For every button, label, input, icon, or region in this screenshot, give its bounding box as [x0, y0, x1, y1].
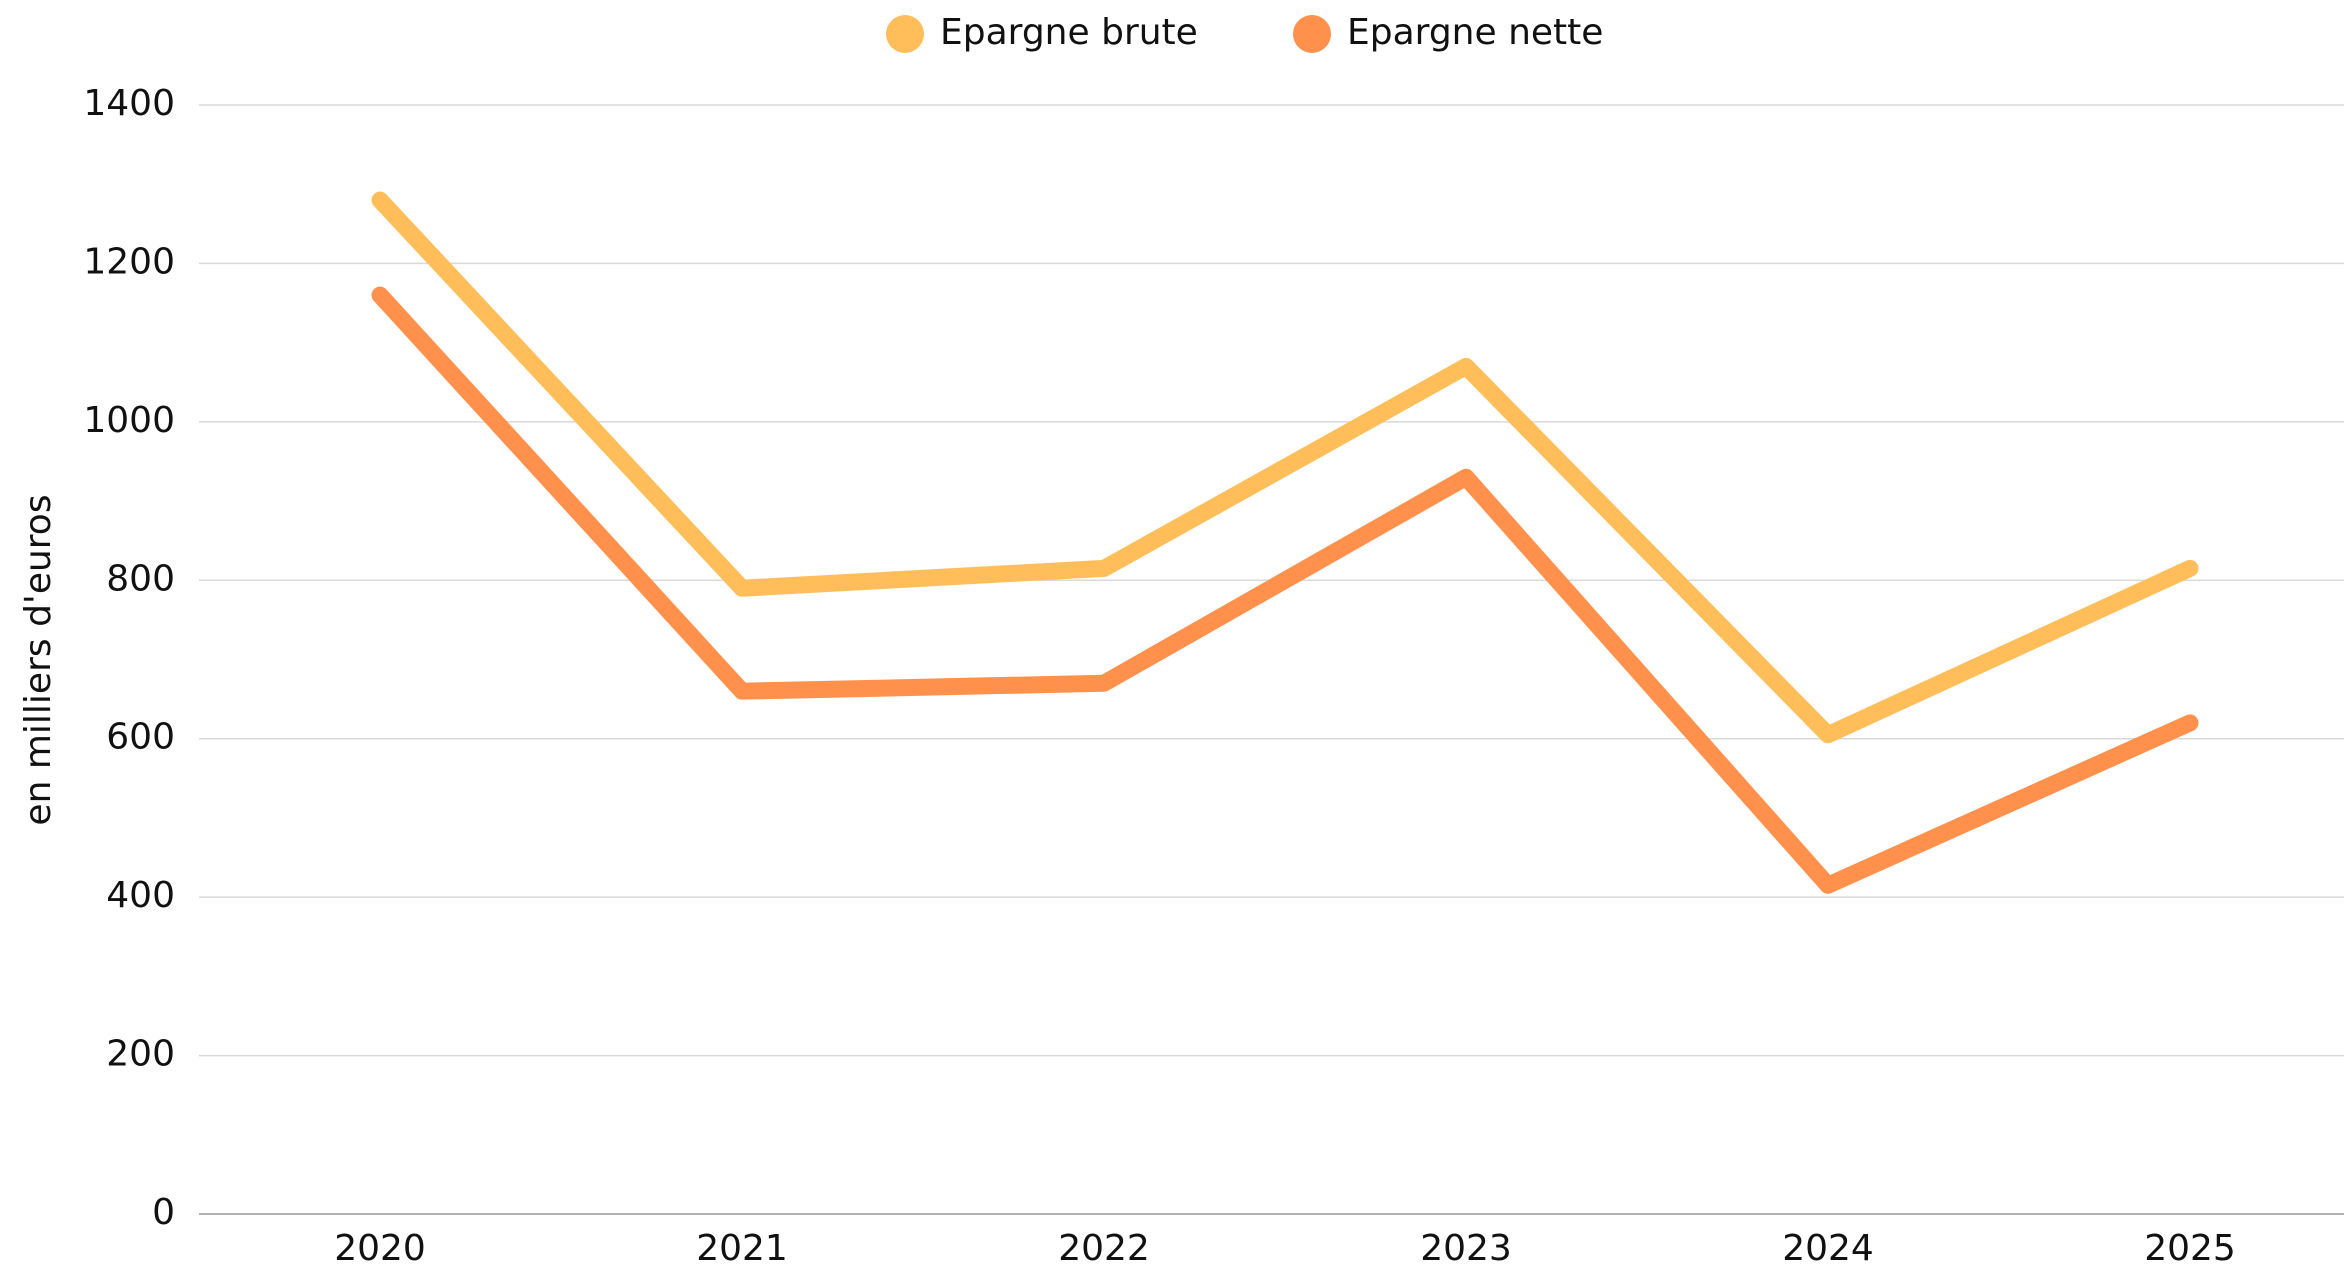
x-tick-label: 2023	[1420, 1228, 1512, 1267]
y-tick-label: 1400	[83, 83, 175, 124]
y-tick-label: 1000	[83, 400, 175, 441]
y-tick-label: 1200	[83, 241, 175, 282]
x-tick-label: 2022	[1058, 1228, 1150, 1267]
y-tick-label: 0	[152, 1192, 175, 1233]
y-tick-label: 400	[106, 875, 175, 916]
x-tick-label: 2025	[2144, 1228, 2236, 1267]
series-line	[371, 286, 2199, 894]
x-tick-label: 2020	[334, 1228, 426, 1267]
y-tick-label: 200	[106, 1034, 175, 1075]
y-tick-label: 600	[106, 717, 175, 758]
y-tick-label: 800	[106, 558, 175, 599]
legend-marker	[1293, 15, 1331, 53]
legend-marker	[886, 15, 924, 53]
x-tick-label: 2024	[1782, 1228, 1874, 1267]
x-tick-label: 2021	[696, 1228, 788, 1267]
series-line	[371, 191, 2199, 744]
legend-label: Epargne nette	[1347, 12, 1603, 53]
legend-label: Epargne brute	[940, 12, 1198, 53]
y-axis-label: en milliers d'euros	[18, 494, 59, 825]
